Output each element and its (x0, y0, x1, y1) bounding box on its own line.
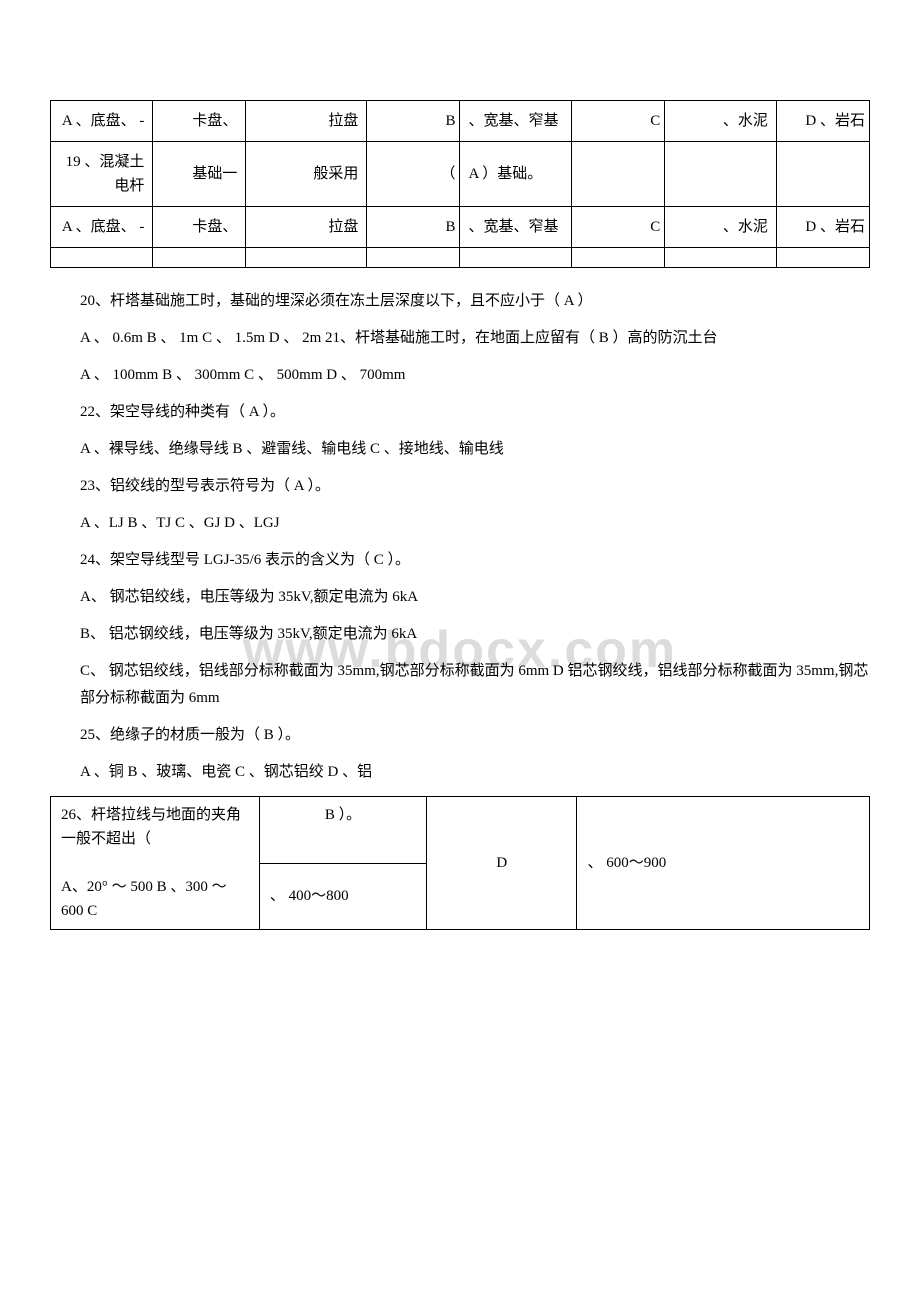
cell (776, 142, 869, 207)
table-row: A 、底盘、 - 卡盘、 拉盘 B 、宽基、窄基 C 、水泥 D 、岩石 (51, 101, 870, 142)
cell: 拉盘 (246, 207, 367, 248)
cell (572, 248, 665, 268)
cell: 基础一 (153, 142, 246, 207)
cell: 卡盘、 (153, 207, 246, 248)
question-24-option-c: C、 钢芯铝绞线，铝线部分标称截面为 35mm,钢芯部分标称截面为 6mm D … (50, 658, 870, 712)
cell (153, 248, 246, 268)
cell (665, 142, 777, 207)
table-row: 19 、混凝土电杆 基础一 般采用 （ A ）基础。 (51, 142, 870, 207)
cell (665, 248, 777, 268)
cell-question-26: 26、杆塔拉线与地面的夹角一般不超出（ A、20° ～ 500 B 、300 ～… (51, 797, 260, 930)
cell: C (572, 101, 665, 142)
table-row-empty (51, 248, 870, 268)
cell (367, 248, 460, 268)
cell: D 、岩石 (776, 207, 869, 248)
question-20-options: A 、 0.6m B 、 1m C 、 1.5m D 、 2m 21、杆塔基础施… (50, 325, 870, 352)
cell: B (367, 207, 460, 248)
cell: D 、岩石 (776, 101, 869, 142)
cell: 、水泥 (665, 207, 777, 248)
cell: A 、底盘、 - (51, 101, 153, 142)
cell: 卡盘、 (153, 101, 246, 142)
cell: 19 、混凝土电杆 (51, 142, 153, 207)
question-table-1: A 、底盘、 - 卡盘、 拉盘 B 、宽基、窄基 C 、水泥 D 、岩石 19 … (50, 100, 870, 268)
q26-text-top: 26、杆塔拉线与地面的夹角一般不超出（ (61, 807, 241, 847)
question-25: 25、绝缘子的材质一般为（ B ）。 (50, 722, 870, 749)
cell-answer-b-top: B ）。 (259, 797, 426, 864)
question-23: 23、铝绞线的型号表示符号为（ A ）。 (50, 473, 870, 500)
cell: 、水泥 (665, 101, 777, 142)
question-24-option-b: B、 铝芯钢绞线，电压等级为 35kV,额定电流为 6kA (50, 621, 870, 648)
cell-option-d-value: 、 600～900 (577, 797, 870, 930)
question-25-options: A 、铜 B 、玻璃、电瓷 C 、钢芯铝绞 D 、铝 (50, 759, 870, 786)
cell (776, 248, 869, 268)
cell: C (572, 207, 665, 248)
q26-text-bot: A、20° ～ 500 B 、300 ～ 600 C (61, 879, 227, 919)
cell: 拉盘 (246, 101, 367, 142)
question-23-options: A 、LJ B 、TJ C 、GJ D 、LGJ (50, 510, 870, 537)
cell (460, 248, 572, 268)
table-row: 26、杆塔拉线与地面的夹角一般不超出（ A、20° ～ 500 B 、300 ～… (51, 797, 870, 864)
cell-option-d-label: D (427, 797, 577, 930)
question-21-options: A 、 100mm B 、 300mm C 、 500mm D 、 700mm (50, 362, 870, 389)
cell: 、宽基、窄基 (460, 207, 572, 248)
cell: A 、底盘、 - (51, 207, 153, 248)
question-24: 24、架空导线型号 LGJ-35/6 表示的含义为（ C ）。 (50, 547, 870, 574)
cell (246, 248, 367, 268)
question-table-2: 26、杆塔拉线与地面的夹角一般不超出（ A、20° ～ 500 B 、300 ～… (50, 796, 870, 930)
cell: 、宽基、窄基 (460, 101, 572, 142)
cell: 般采用 (246, 142, 367, 207)
question-22: 22、架空导线的种类有（ A ）。 (50, 399, 870, 426)
cell: A ）基础。 (460, 142, 572, 207)
cell: （ (367, 142, 460, 207)
question-24-option-a: A、 钢芯铝绞线，电压等级为 35kV,额定电流为 6kA (50, 584, 870, 611)
question-22-options: A 、裸导线、绝缘导线 B 、避雷线、输电线 C 、接地线、输电线 (50, 436, 870, 463)
cell (51, 248, 153, 268)
question-20: 20、杆塔基础施工时，基础的埋深必须在冻土层深度以下，且不应小于（ A ） (50, 288, 870, 315)
table-row: A 、底盘、 - 卡盘、 拉盘 B 、宽基、窄基 C 、水泥 D 、岩石 (51, 207, 870, 248)
cell-option-c-value: 、 400～800 (259, 863, 426, 930)
cell (572, 142, 665, 207)
cell: B (367, 101, 460, 142)
